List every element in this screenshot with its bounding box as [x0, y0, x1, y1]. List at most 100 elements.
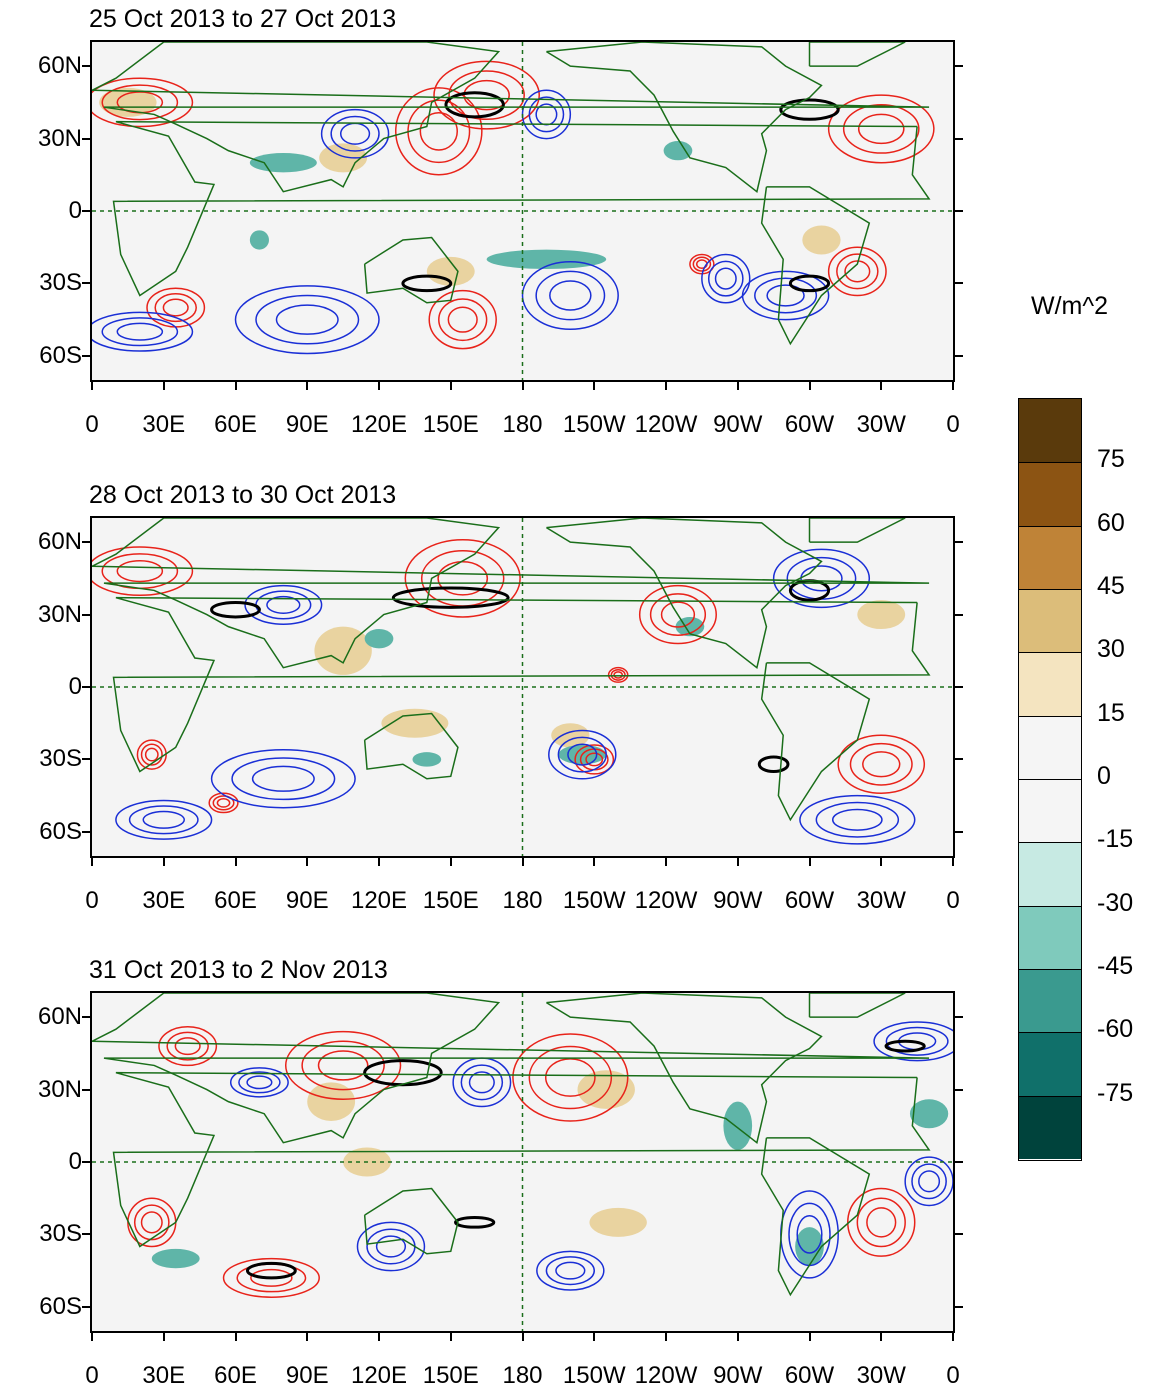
panel-title: 31 Oct 2013 to 2 Nov 2013 [89, 956, 388, 984]
positive-contour [428, 289, 497, 350]
coastline [363, 236, 459, 304]
positive-anomaly-shading [381, 708, 449, 738]
colorbar-segment [1019, 399, 1081, 463]
y-tick-label: 60S [39, 1292, 82, 1320]
x-tick [593, 1333, 596, 1341]
negative-contour [799, 794, 916, 845]
negative-contour [356, 1221, 426, 1272]
positive-contour [92, 546, 194, 596]
y-tick [82, 1233, 90, 1236]
positive-contour [420, 550, 505, 607]
coastline [92, 42, 930, 193]
x-tick-label: 180 [502, 411, 543, 438]
colorbar-segment [1019, 652, 1081, 716]
x-tick [306, 382, 309, 390]
positive-contour [528, 1045, 613, 1110]
positive-contour [512, 1033, 629, 1122]
x-tick [736, 382, 739, 390]
x-tick-label: 90W [713, 411, 763, 438]
positive-contour [301, 1040, 385, 1091]
negative-contour [741, 270, 830, 321]
negative-contour [320, 108, 390, 159]
negative-contour [549, 280, 592, 311]
x-tick [593, 858, 596, 866]
negative-contour [800, 565, 843, 592]
y-tick-label: 60N [37, 52, 82, 80]
x-tick-label: 60W [784, 887, 835, 914]
negative-contour [238, 1071, 281, 1094]
colorbar-segment [1019, 715, 1081, 779]
x-tick [234, 382, 237, 390]
negative-anomaly-shading [412, 752, 442, 767]
positive-contour [660, 601, 696, 628]
y-tick [955, 686, 963, 688]
positive-contour [140, 1211, 163, 1234]
negative-anomaly-shading [249, 153, 317, 173]
negative-contour [873, 1021, 953, 1062]
x-tick-label: 90W [713, 1362, 763, 1389]
y-tick [955, 1088, 963, 1091]
y-tick [955, 354, 963, 357]
colorbar-label: 0 [1097, 762, 1111, 790]
x-tick-label: 150W [562, 887, 626, 914]
coastline [808, 42, 906, 67]
positive-contour [116, 560, 164, 583]
panel-title: 28 Oct 2013 to 30 Oct 2013 [89, 481, 397, 509]
negative-contour [92, 311, 194, 352]
positive-anomaly-shading [551, 723, 590, 748]
colorbar-label: 30 [1097, 635, 1125, 664]
negative-contour [557, 736, 607, 773]
positive-contour [133, 1204, 170, 1241]
negative-contour [330, 115, 380, 152]
x-tick [665, 858, 667, 866]
positive-anomaly-shading [314, 626, 372, 675]
y-tick [955, 1016, 963, 1019]
positive-anomaly-shading [857, 600, 906, 630]
coastline [92, 993, 930, 1144]
positive-contour [437, 561, 489, 596]
x-tick [91, 858, 93, 866]
colorbar-segment [1019, 589, 1081, 653]
coastline [546, 993, 823, 1144]
positive-contour [162, 298, 189, 317]
negative-contour [246, 1075, 273, 1090]
colorbar-units: W/m^2 [1031, 292, 1109, 320]
x-tick-label: 30W [856, 411, 906, 438]
negative-contour [275, 304, 339, 335]
y-tick [955, 541, 963, 544]
x-tick [91, 382, 93, 390]
positive-anomaly-shading [589, 1207, 647, 1237]
positive-contour [433, 60, 540, 130]
x-tick [665, 1333, 667, 1341]
negative-contour [234, 285, 380, 355]
negative-contour [904, 1156, 953, 1207]
positive-anomaly-shading [307, 1082, 356, 1121]
y-tick [82, 758, 90, 761]
y-tick [955, 613, 963, 616]
positive-contour [862, 751, 901, 778]
colorbar-label: -15 [1097, 825, 1134, 854]
positive-contour [574, 744, 615, 775]
positive-contour [174, 1037, 201, 1056]
colorbar-segment [1019, 842, 1081, 906]
y-tick [82, 210, 90, 212]
positive-contour [222, 1257, 320, 1298]
x-tick [306, 858, 309, 866]
negative-contour [796, 1215, 823, 1254]
y-tick-label: 30N [37, 124, 82, 152]
x-tick-label: 30W [856, 1362, 906, 1389]
negative-anomaly-shading [486, 249, 607, 269]
x-tick [234, 858, 237, 866]
positive-contour [92, 77, 194, 128]
x-tick-label: 120W [634, 887, 698, 914]
negative-contour [115, 799, 213, 840]
y-tick [82, 354, 90, 357]
x-tick-label: 120W [634, 411, 698, 438]
negative-contour [528, 96, 565, 133]
positive-contour [842, 104, 920, 154]
x-tick [449, 382, 452, 390]
negative-contour [714, 267, 737, 290]
x-tick-label: 60W [784, 1362, 835, 1389]
y-tick-label: 30N [37, 1075, 82, 1103]
significance-contour [788, 274, 831, 293]
